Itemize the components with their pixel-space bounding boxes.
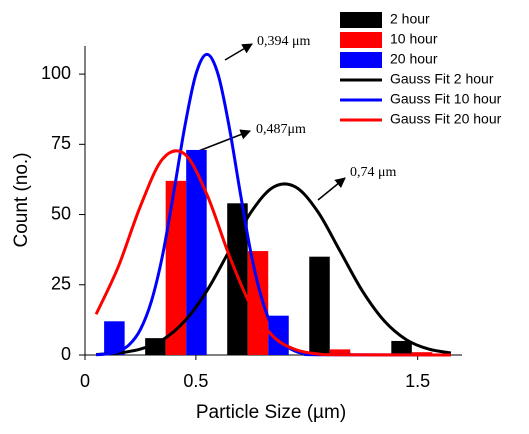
annotation: 0,394 μm — [257, 34, 311, 49]
y-tick-label: 25 — [51, 274, 71, 294]
legend-label: 10 hour — [390, 31, 438, 47]
x-tick-label: 1.5 — [405, 371, 430, 391]
legend-label: 2 hour — [390, 11, 430, 27]
bar — [186, 149, 207, 355]
legend-swatch — [340, 32, 382, 48]
annotation-arrow — [317, 177, 346, 201]
bar — [247, 251, 269, 355]
legend-label: Gauss Fit 20 hour — [390, 111, 502, 127]
legend-swatch — [340, 12, 382, 28]
bar — [165, 180, 187, 355]
x-tick-label: 0 — [80, 371, 90, 391]
y-tick-label: 50 — [51, 203, 71, 223]
legend-label: 20 hour — [390, 51, 438, 67]
y-tick-label: 0 — [61, 344, 71, 364]
bar — [104, 321, 125, 355]
annotation: 0,74 μm — [350, 165, 397, 180]
fit-line — [94, 149, 451, 357]
fit-line — [95, 182, 452, 356]
bar — [309, 256, 330, 355]
bar — [329, 349, 351, 355]
fit-line — [95, 52, 451, 357]
y-tick-label: 75 — [51, 133, 71, 153]
legend-label: Gauss Fit 2 hour — [390, 71, 494, 87]
x-axis-title: Particle Size (µm) — [196, 402, 346, 423]
legend-label: Gauss Fit 10 hour — [390, 91, 502, 107]
annotation: 0,487μm — [256, 122, 306, 137]
annotation-arrow — [195, 129, 251, 153]
legend-swatch — [340, 52, 382, 68]
annotation-arrow — [224, 43, 253, 61]
y-tick-label: 100 — [41, 63, 71, 83]
bar — [391, 340, 412, 355]
x-tick-label: 0.5 — [183, 371, 208, 391]
y-axis-title: Count (no.) — [11, 152, 32, 247]
